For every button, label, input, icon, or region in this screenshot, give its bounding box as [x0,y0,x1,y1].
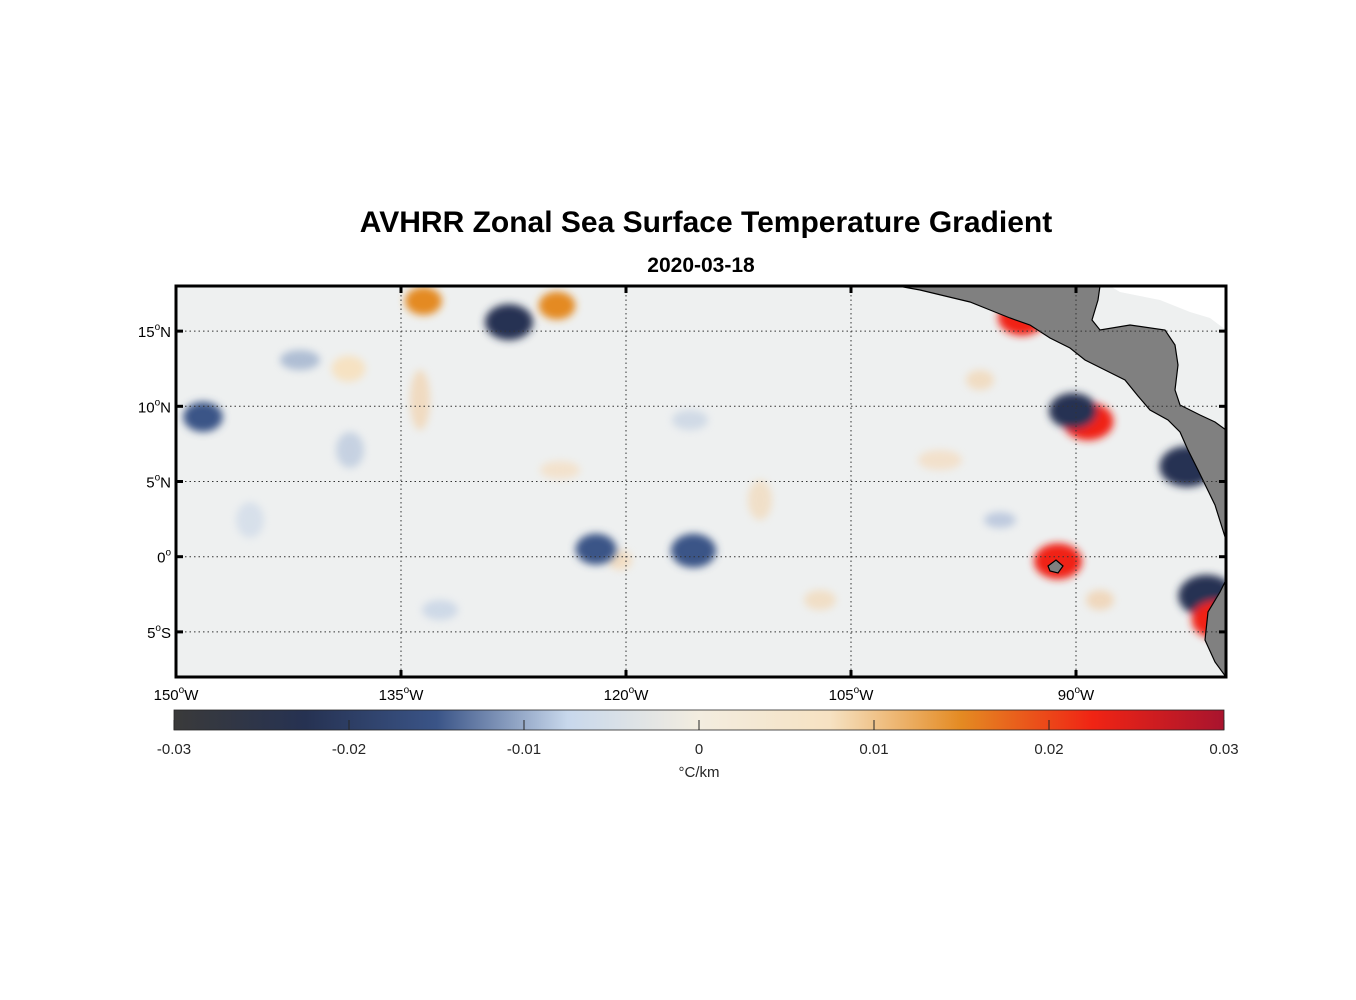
gradient-feature [575,533,617,565]
gradient-feature [183,401,223,432]
latitude-tick-label: 5oS [147,623,171,642]
colorbar-tick-label: -0.02 [332,741,366,758]
gradient-field [176,286,1226,677]
longitude-tick-label: 150oW [154,685,200,704]
longitude-tick-label: 90oW [1058,685,1095,704]
latitude-tick-label: 10oN [138,397,171,416]
colorbar-tick-label: 0 [695,741,703,758]
colorbar-tick-label: 0.03 [1209,741,1238,758]
latitude-tick-label: 0o [157,548,171,567]
gradient-feature [538,291,576,320]
colorbar-tick-label: 0.02 [1034,741,1063,758]
figure-title: AVHRR Zonal Sea Surface Temperature Grad… [359,206,1053,239]
colorbar-unit-label: °C/km [679,764,720,781]
gradient-feature [405,287,442,316]
gradient-feature [485,304,533,341]
latitude-tick-label: 15oN [138,322,171,341]
gradient-feature [670,533,717,568]
gradient-feature [331,355,366,382]
colorbar-tick-label: 0.01 [859,741,888,758]
figure-date-subtitle: 2020-03-18 [647,254,755,277]
longitude-tick-label: 120oW [604,685,650,704]
latitude-tick-label: 5oN [146,473,171,492]
longitude-tick-label: 105oW [829,685,875,704]
map-axes: 15oN 10oN 5oN 0o 5oS 150oW 135oW 120oW 105oW 90oW [138,286,1226,704]
colorbar-tick-label: -0.03 [157,741,191,758]
longitude-tick-label: 135oW [379,685,425,704]
colorbar: -0.03 -0.02 -0.01 0 0.01 0.02 0.03 °C/km [157,709,1239,781]
gradient-feature [1049,392,1097,429]
colorbar-tick-label: -0.01 [507,741,541,758]
